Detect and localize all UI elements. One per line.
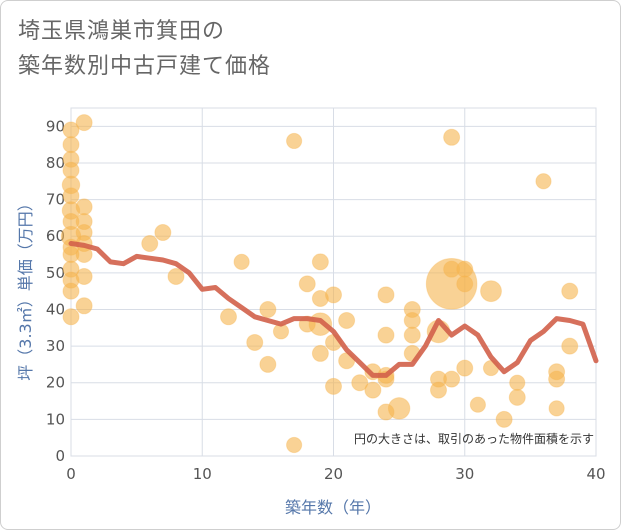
- bubble-point: [62, 308, 80, 326]
- bubble-point: [325, 377, 342, 395]
- bubble-point: [364, 381, 382, 399]
- bubble-point: [325, 286, 342, 304]
- bubble-point: [548, 400, 565, 417]
- y-tick-label: 30: [46, 337, 65, 355]
- bubble-points: [60, 114, 579, 454]
- bubble-point: [443, 370, 461, 388]
- bubble-point: [480, 280, 502, 303]
- chart-title: 埼玉県鴻巣市箕田の 築年数別中古戸建て価格: [18, 14, 578, 84]
- x-tick-labels: 0 10 20 30 40: [66, 465, 605, 483]
- bubble-point: [377, 326, 395, 344]
- bubble-point: [154, 224, 172, 242]
- bubble-point: [387, 397, 411, 420]
- bubble-point: [443, 128, 461, 146]
- x-tick-label: 40: [586, 465, 605, 483]
- bubble-point: [311, 253, 329, 271]
- bubble-point: [403, 311, 421, 329]
- bubble-point: [561, 337, 579, 355]
- bubble-point: [141, 235, 159, 253]
- bubble-point: [167, 268, 185, 286]
- bubble-point: [259, 300, 277, 318]
- x-axis-title: 築年数（年）: [285, 498, 381, 517]
- bubble-point: [508, 388, 526, 406]
- bubble-point: [220, 308, 237, 326]
- bubble-point: [75, 268, 93, 286]
- y-tick-label: 20: [46, 374, 65, 392]
- y-tick-label: 90: [46, 117, 65, 135]
- y-tick-labels: 0 10 20 30 40 50 60 70 80 90: [46, 117, 65, 465]
- bubble-size-note: 円の大きさは、取引のあった物件面積を示す: [354, 431, 594, 446]
- bubble-point: [75, 114, 93, 132]
- y-tick-label: 80: [46, 154, 65, 172]
- y-tick-label: 0: [55, 447, 65, 465]
- x-tick-label: 0: [66, 465, 76, 483]
- bubble-point: [259, 355, 277, 373]
- bubble-point: [62, 136, 80, 154]
- y-tick-label: 40: [46, 300, 65, 318]
- bubble-point: [233, 253, 250, 270]
- x-tick-label: 30: [455, 465, 474, 483]
- bubble-point: [246, 333, 264, 351]
- y-tick-label: 60: [46, 227, 65, 245]
- y-tick-label: 10: [46, 410, 65, 428]
- chart-title-line-1: 埼玉県鴻巣市箕田の: [18, 19, 226, 44]
- x-tick-label: 10: [193, 465, 212, 483]
- bubble-point: [286, 132, 303, 150]
- bubble-point: [75, 297, 93, 315]
- bubble-point: [338, 311, 356, 329]
- bubble-point: [62, 282, 80, 300]
- y-tick-label: 70: [46, 191, 65, 209]
- y-tick-label: 50: [46, 264, 65, 282]
- bubble-point: [561, 282, 579, 300]
- bubble-point: [456, 260, 474, 278]
- bubble-point: [535, 173, 552, 190]
- bubble-point: [430, 381, 447, 399]
- bubble-point: [509, 374, 526, 391]
- bubble-point: [286, 436, 303, 454]
- x-tick-label: 20: [324, 465, 343, 483]
- bubble-point: [298, 275, 316, 293]
- bubble-point: [351, 374, 369, 392]
- y-axis-title: 坪（3.3㎡）単価（万円）: [16, 195, 35, 380]
- bubble-point: [311, 344, 329, 362]
- bubble-point: [456, 359, 474, 377]
- bubble-point: [456, 275, 474, 293]
- bubble-point: [75, 198, 93, 216]
- bubble-point: [377, 286, 395, 304]
- chart-title-line-2: 築年数別中古戸建て価格: [18, 54, 272, 79]
- bubble-point: [548, 370, 566, 388]
- trend-line: [68, 241, 599, 378]
- bubble-point: [495, 410, 513, 428]
- bubble-point: [403, 326, 421, 344]
- bubble-point: [469, 396, 486, 413]
